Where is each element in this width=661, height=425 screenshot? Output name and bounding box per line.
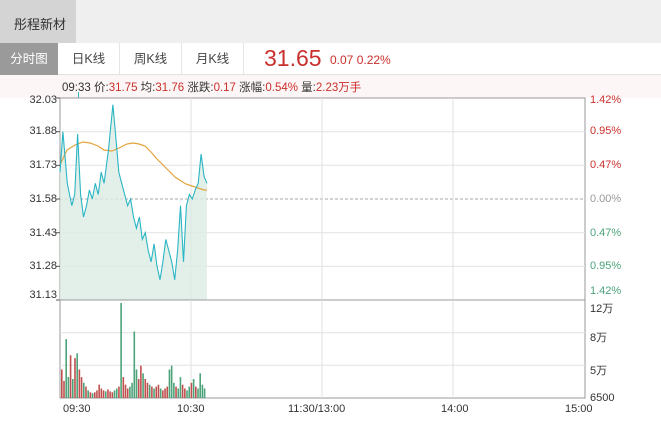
svg-text:15:00: 15:00 xyxy=(565,403,593,415)
svg-text:31.88: 31.88 xyxy=(29,125,57,137)
svg-text:12万: 12万 xyxy=(590,303,613,315)
svg-text:0.47%: 0.47% xyxy=(590,227,621,239)
svg-text:8万: 8万 xyxy=(590,332,607,344)
svg-text:1.42%: 1.42% xyxy=(590,94,621,106)
svg-text:31.43: 31.43 xyxy=(29,227,57,239)
svg-text:31.73: 31.73 xyxy=(29,159,57,171)
svg-text:6500: 6500 xyxy=(590,392,614,404)
svg-text:10:30: 10:30 xyxy=(177,403,205,415)
svg-text:32.03: 32.03 xyxy=(29,94,57,106)
svg-text:31.58: 31.58 xyxy=(29,193,57,205)
svg-text:0.00%: 0.00% xyxy=(590,193,621,205)
svg-text:31.28: 31.28 xyxy=(29,260,57,272)
svg-text:5万: 5万 xyxy=(590,365,607,377)
svg-text:31.13: 31.13 xyxy=(29,289,57,301)
svg-text:0.95%: 0.95% xyxy=(590,260,621,272)
svg-text:0.95%: 0.95% xyxy=(590,125,621,137)
svg-text:1.42%: 1.42% xyxy=(590,285,621,297)
svg-text:09:30: 09:30 xyxy=(63,403,91,415)
svg-text:14:00: 14:00 xyxy=(441,403,469,415)
svg-text:11:30/13:00: 11:30/13:00 xyxy=(288,403,345,415)
svg-text:0.47%: 0.47% xyxy=(590,159,621,171)
